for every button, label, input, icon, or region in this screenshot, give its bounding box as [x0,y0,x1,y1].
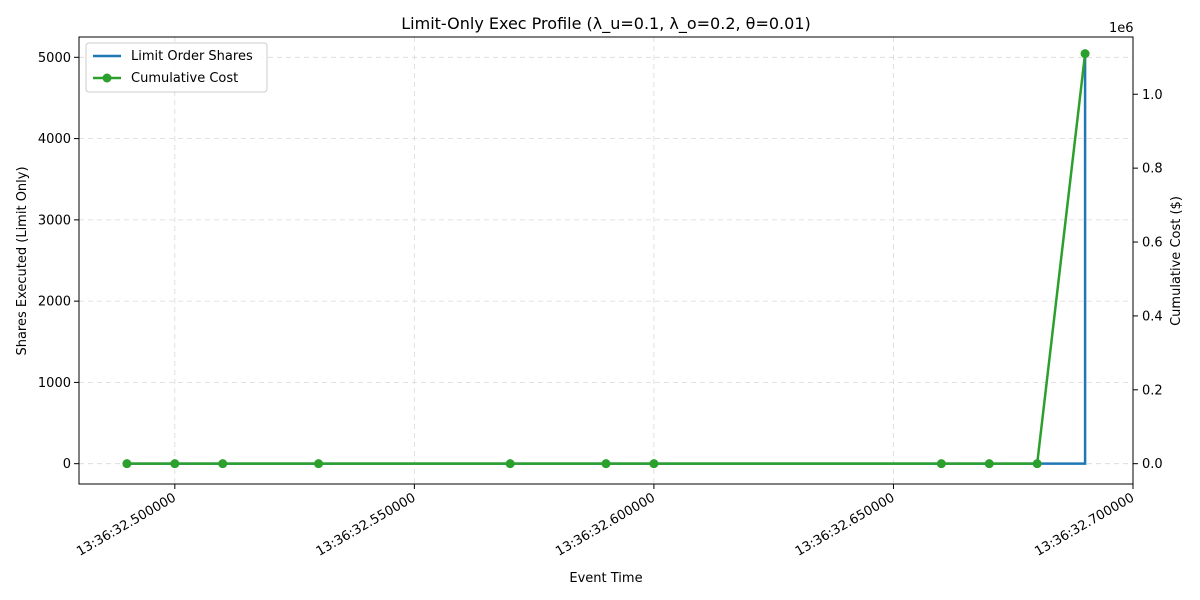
x-tick-label: 13:36:32.600000 [553,490,658,559]
chart-title: Limit-Only Exec Profile (λ_u=0.1, λ_o=0.… [401,14,810,34]
y-left-tick-label: 5000 [38,51,71,66]
legend-label-limit-shares: Limit Order Shares [131,49,253,64]
series-cumulative-cost-point [1080,49,1090,59]
series-cumulative-cost-point [984,459,994,469]
series-cumulative-cost-point [170,459,180,469]
y-left-tick-label: 2000 [38,295,71,310]
x-tick-label: 13:36:32.500000 [74,490,179,559]
series-cumulative-cost-point [218,459,228,469]
series-cumulative-cost-point [505,459,515,469]
y-left-tick-label: 1000 [38,376,71,391]
series-limit-order-shares-line [126,57,1087,465]
right-axis-multiplier: 1e6 [1109,21,1134,36]
y-right-tick-label: 0.8 [1142,162,1163,177]
x-axis: 13:36:32.500000 13:36:32.550000 13:36:32.6… [74,484,1137,560]
legend-marker-cumulative-cost [102,73,112,83]
series-cumulative-cost-point [1032,459,1042,469]
series-cumulative-cost-point [936,459,946,469]
series-cumulative-cost-line [126,53,1087,465]
legend: Limit Order Shares Cumulative Cost [85,42,268,93]
series-cumulative-cost-point [122,459,132,469]
x-tick-label: 13:36:32.550000 [314,490,419,559]
y-left-tick-label: 4000 [38,132,71,147]
y-right-tick-label: 0.6 [1142,236,1163,251]
y-right-tick-label: 0.4 [1142,309,1163,324]
y-left-tick-label: 3000 [38,213,71,228]
legend-box [85,42,268,93]
y-axis-right: 0.0 0.2 0.4 0.6 0.8 1.0 [1133,88,1163,472]
y-right-tick-label: 0.0 [1142,457,1163,472]
x-axis-label: Event Time [569,571,642,586]
x-tick-label: 13:36:32.700000 [1032,490,1137,559]
series-cumulative-cost-point [649,459,659,469]
y-right-tick-label: 1.0 [1142,88,1163,103]
y-axis-right-label: Cumulative Cost ($) [1169,196,1184,326]
y-left-tick-label: 0 [63,457,71,472]
x-tick-label: 13:36:32.650000 [793,490,898,559]
y-right-tick-label: 0.2 [1142,383,1163,398]
plot-frame [78,36,1134,485]
grid [79,37,1134,484]
y-axis-left-label: Shares Executed (Limit Only) [15,166,30,355]
series-layer [122,49,1090,469]
y-axis-left: 0 1000 2000 3000 4000 5000 [38,51,79,472]
series-cumulative-cost-point [314,459,324,469]
series-cumulative-cost-point [601,459,611,469]
legend-label-cumulative-cost: Cumulative Cost [131,71,238,86]
